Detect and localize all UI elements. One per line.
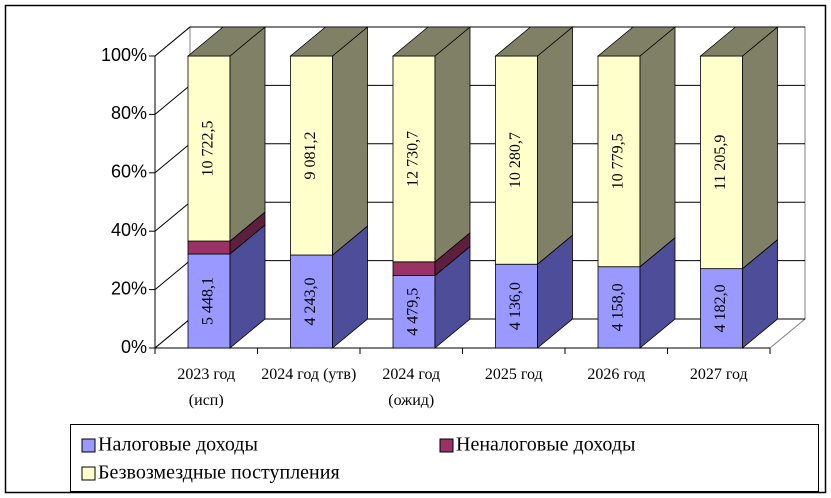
x-tick-label: 2024 год (утв) bbox=[261, 366, 357, 383]
bar-side bbox=[434, 26, 471, 263]
value-label: 9 081,2 bbox=[302, 132, 319, 180]
grid-line bbox=[154, 26, 805, 57]
legend-swatch bbox=[81, 466, 96, 481]
bar bbox=[700, 55, 743, 270]
value-label: 4 243,0 bbox=[302, 278, 319, 326]
value-label: 10 779,5 bbox=[610, 133, 627, 189]
bar-side bbox=[537, 26, 573, 266]
y-tick-label: 0% bbox=[121, 337, 147, 357]
bar-side bbox=[639, 26, 676, 268]
value-label: 4 182,0 bbox=[712, 284, 729, 332]
y-tick-label: 20% bbox=[111, 278, 147, 298]
bar bbox=[290, 254, 333, 349]
bar bbox=[392, 55, 436, 263]
value-label: 5 448,1 bbox=[200, 277, 217, 325]
legend-swatch bbox=[81, 438, 96, 453]
x-tick-label: 2027 год bbox=[689, 366, 748, 383]
x-tick-label: 2024 год (ожид) bbox=[382, 366, 441, 409]
y-tick-label: 80% bbox=[111, 103, 147, 123]
bar-top bbox=[596, 26, 677, 57]
value-label: 11 205,9 bbox=[712, 135, 729, 190]
bar bbox=[290, 55, 333, 256]
value-label: 10 280,7 bbox=[507, 132, 524, 188]
bar bbox=[187, 253, 231, 349]
bar-top bbox=[391, 26, 472, 57]
legend-box bbox=[70, 424, 819, 492]
bar-side bbox=[742, 26, 778, 270]
bar bbox=[187, 240, 231, 255]
x-tick-label: 2023 год (исп) bbox=[177, 366, 236, 409]
y-tick-label: 100% bbox=[101, 45, 147, 65]
bar bbox=[700, 268, 743, 349]
bar bbox=[392, 261, 436, 276]
value-label: 4 479,5 bbox=[405, 288, 422, 336]
value-label: 10 722,5 bbox=[200, 121, 217, 177]
bar bbox=[597, 266, 641, 349]
bar-top bbox=[289, 26, 369, 57]
bar bbox=[392, 275, 436, 349]
value-label: 4 158,0 bbox=[610, 283, 627, 331]
legend-label: Неналоговые доходы bbox=[456, 434, 635, 456]
y-tick-label: 40% bbox=[111, 220, 147, 240]
value-label: 12 730,7 bbox=[405, 131, 422, 187]
legend-label: Налоговые доходы bbox=[98, 434, 258, 456]
legend-label: Безвозмездные поступления bbox=[98, 462, 340, 484]
bar bbox=[597, 55, 641, 268]
value-label: 4 136,0 bbox=[507, 282, 524, 330]
frame bbox=[4, 4, 827, 494]
legend-swatch bbox=[439, 438, 454, 453]
bar-top bbox=[699, 26, 779, 57]
x-tick-label: 2025 год bbox=[484, 366, 543, 383]
left-wall bbox=[154, 25, 191, 350]
bar bbox=[495, 55, 538, 265]
bar-top bbox=[186, 26, 267, 57]
x-tick-label: 2026 год bbox=[587, 366, 646, 383]
bar-top bbox=[494, 26, 574, 57]
bar-side bbox=[229, 26, 266, 242]
bar bbox=[187, 55, 231, 242]
y-tick-label: 60% bbox=[111, 162, 147, 182]
bar-side bbox=[332, 26, 368, 256]
